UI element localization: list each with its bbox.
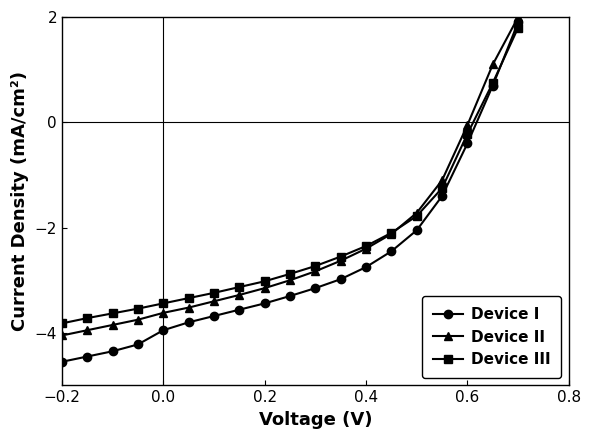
Device I bbox=[312, 286, 319, 291]
Device I bbox=[362, 264, 369, 270]
Device III bbox=[464, 131, 471, 136]
Device I bbox=[236, 307, 243, 312]
Device I bbox=[413, 227, 420, 233]
Device III bbox=[439, 186, 446, 191]
Device I bbox=[185, 320, 192, 325]
Device III bbox=[83, 315, 91, 321]
Device II bbox=[439, 178, 446, 183]
Device I bbox=[287, 293, 294, 299]
Device I bbox=[489, 83, 496, 88]
Device III bbox=[388, 230, 395, 235]
Line: Device III: Device III bbox=[58, 23, 522, 327]
Device I bbox=[261, 301, 268, 306]
Device III bbox=[59, 321, 66, 326]
Device III bbox=[514, 25, 522, 30]
Device III bbox=[185, 296, 192, 301]
Device II bbox=[109, 323, 116, 328]
Y-axis label: Current Density (mA/cm²): Current Density (mA/cm²) bbox=[11, 71, 29, 331]
Device II bbox=[134, 317, 141, 323]
Line: Device I: Device I bbox=[58, 18, 522, 366]
Device I bbox=[464, 141, 471, 146]
Device I bbox=[160, 327, 167, 333]
Device II bbox=[59, 333, 66, 338]
Line: Device II: Device II bbox=[58, 13, 522, 340]
Device II bbox=[312, 269, 319, 274]
Device II bbox=[388, 231, 395, 237]
Device II bbox=[210, 299, 217, 304]
Device III bbox=[134, 306, 141, 311]
Device I bbox=[514, 20, 522, 25]
Device III bbox=[362, 243, 369, 249]
Device I bbox=[83, 354, 91, 359]
X-axis label: Voltage (V): Voltage (V) bbox=[259, 411, 372, 429]
Device II bbox=[160, 310, 167, 315]
Device II bbox=[413, 210, 420, 216]
Device III bbox=[287, 271, 294, 277]
Legend: Device I, Device II, Device III: Device I, Device II, Device III bbox=[422, 296, 561, 378]
Device III bbox=[210, 290, 217, 296]
Device II bbox=[261, 286, 268, 291]
Device I bbox=[388, 249, 395, 254]
Device II bbox=[362, 246, 369, 251]
Device I bbox=[109, 348, 116, 354]
Device I bbox=[337, 276, 345, 282]
Device II bbox=[236, 292, 243, 297]
Device III bbox=[236, 284, 243, 290]
Device I bbox=[59, 359, 66, 364]
Device II bbox=[514, 15, 522, 20]
Device II bbox=[287, 278, 294, 283]
Device III bbox=[160, 301, 167, 306]
Device II bbox=[83, 327, 91, 333]
Device III bbox=[109, 311, 116, 316]
Device I bbox=[210, 313, 217, 319]
Device I bbox=[439, 194, 446, 199]
Device I bbox=[134, 342, 141, 347]
Device II bbox=[337, 258, 345, 264]
Device III bbox=[312, 264, 319, 269]
Device III bbox=[413, 213, 420, 219]
Device II bbox=[464, 122, 471, 128]
Device II bbox=[489, 62, 496, 67]
Device III bbox=[337, 254, 345, 259]
Device III bbox=[261, 279, 268, 284]
Device II bbox=[185, 305, 192, 310]
Device III bbox=[489, 80, 496, 85]
